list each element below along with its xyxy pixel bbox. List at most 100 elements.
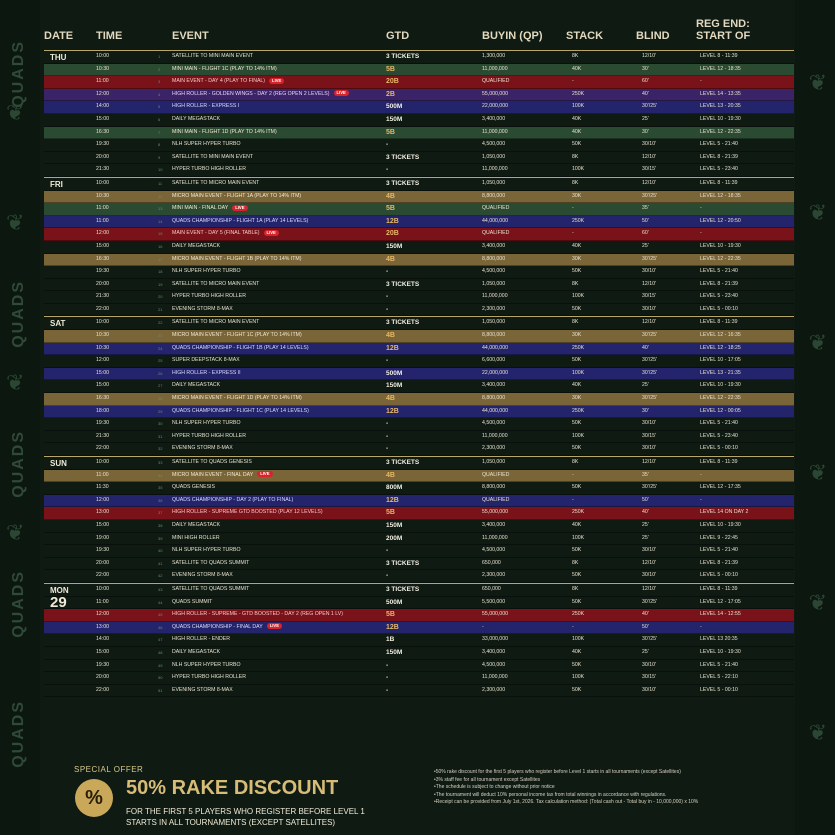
event-reg-end-text: LEVEL 13 - 20:35 [700, 103, 741, 110]
event-name: QUADS SUMMIT [172, 597, 382, 609]
schedule-row: 14:00 5 HIGH ROLLER - EXPRESS I 500M 22,000,… [44, 101, 794, 114]
event-time-text: 18:00 [96, 407, 109, 414]
event-buyin: 8,800,000 [482, 330, 562, 342]
event-guarantee: 500M [386, 368, 476, 380]
event-guarantee: - [386, 418, 476, 430]
event-reg-end: LEVEL 10 - 19:30 [700, 114, 794, 126]
event-name: HIGH ROLLER - ENDER [172, 634, 382, 646]
event-number: 2 [158, 64, 172, 76]
event-guarantee-text: - [386, 445, 389, 453]
event-guarantee-text: 20B [386, 230, 399, 238]
event-blind-text: 30'/25' [642, 255, 657, 262]
event-reg-end-text: LEVEL 5 - 00:10 [700, 445, 738, 452]
day-name: THU [50, 53, 67, 62]
event-name-text: SATELLITE TO QUADS SUMMIT [172, 585, 250, 592]
note-line: •Receipt can be provided from July 1st, … [434, 799, 699, 806]
event-name: QUADS CHAMPIONSHIP - FLIGHT 1B (PLAY 14 … [172, 343, 382, 355]
event-number: 24 [158, 343, 172, 355]
event-guarantee-text: 20B [386, 78, 399, 86]
event-buyin: 44,000,000 [482, 216, 562, 228]
event-guarantee: 3 TICKETS [386, 457, 476, 469]
event-reg-end-text: LEVEL 8 - 11:39 [700, 585, 738, 592]
event-buyin: 22,000,000 [482, 368, 562, 380]
event-name: DAILY MEGASTACK [172, 647, 382, 659]
event-buyin: 55,000,000 [482, 507, 562, 519]
event-name-text: NLH SUPER HYPER TURBO [172, 268, 241, 275]
event-guarantee: 3 TICKETS [386, 317, 476, 329]
event-guarantee-text: 12B [386, 623, 399, 631]
event-buyin: QUALIFIED [482, 470, 562, 482]
event-buyin-text: 1,050,000 [482, 179, 506, 186]
event-stack-text: 100K [572, 636, 585, 643]
event-guarantee: 4B [386, 191, 476, 203]
event-blind-text: 50' [642, 217, 649, 224]
event-blind-text: 30'/25' [642, 103, 657, 110]
schedule-row: 20:00 19 SATELLITE TO MICRO MAIN EVENT 3 TI… [44, 279, 794, 292]
event-time-text: 10:30 [96, 332, 109, 339]
event-reg-end-text: LEVEL 8 - 21:39 [700, 559, 738, 566]
schedule-row: 21:30 31 HYPER TURBO HIGH ROLLER - 11,000,00… [44, 431, 794, 444]
schedule-row: 16:30 28 MICRO MAIN EVENT - FLIGHT 1D (PLA… [44, 393, 794, 406]
event-buyin-text: 2,300,000 [482, 572, 506, 579]
event-buyin-text: 11,000,000 [482, 674, 508, 681]
event-blind-text: 30/10' [642, 661, 656, 668]
event-reg-end-text: LEVEL 8 - 21:39 [700, 153, 738, 160]
event-buyin-text: 3,400,000 [482, 648, 506, 655]
event-stack-text: 50K [572, 572, 582, 579]
event-reg-end-text: LEVEL 5 - 21:40 [700, 141, 738, 148]
event-name-text: SATELLITE TO MICRO MAIN EVENT [172, 179, 260, 186]
event-stack-text: 8K [572, 153, 579, 160]
event-number: 47 [158, 634, 172, 646]
event-stack-text: 8K [572, 280, 579, 287]
event-number-text: 47 [158, 637, 163, 643]
event-guarantee-text: - [386, 661, 389, 669]
event-buyin: 3,400,000 [482, 520, 562, 532]
event-blind-text: 35' [642, 471, 649, 478]
event-buyin-text: 3,400,000 [482, 521, 506, 528]
event-guarantee: - [386, 570, 476, 582]
event-stack: 30K [572, 330, 632, 342]
event-guarantee: 4B [386, 470, 476, 482]
schedule-row: 14:00 47 HIGH ROLLER - ENDER 1B 33,000,000 10… [44, 634, 794, 647]
event-reg-end-text: LEVEL 5 - 23:40 [700, 432, 738, 439]
event-blind-text: 25' [642, 534, 649, 541]
event-stack: - [572, 470, 632, 482]
event-number: 16 [158, 241, 172, 253]
event-reg-end-text: - [700, 496, 702, 503]
event-blind: 25' [642, 241, 692, 253]
event-reg-end-text: LEVEL 12 - 18:35 [700, 192, 741, 199]
event-buyin: 8,800,000 [482, 191, 562, 203]
event-guarantee: - [386, 431, 476, 443]
event-stack: - [572, 203, 632, 215]
event-name: DAILY MEGASTACK [172, 380, 382, 392]
event-time-text: 11:00 [96, 217, 109, 224]
event-guarantee: 20B [386, 228, 476, 240]
event-reg-end: LEVEL 10 - 19:30 [700, 380, 794, 392]
event-reg-end: - [700, 203, 794, 215]
event-stack-text: 50K [572, 141, 582, 148]
brand-watermark: QUADS [10, 700, 27, 768]
schedule-row: 12:00 36 QUADS CHAMPIONSHIP - DAY 2 (PLAY … [44, 494, 794, 508]
schedule-row: 10:00 22 SATELLITE TO MICRO MAIN EVENT 3 TI… [44, 317, 794, 331]
event-name-text: HYPER TURBO HIGH ROLLER [172, 166, 246, 173]
event-number: 32 [158, 443, 172, 455]
event-number-text: 35 [158, 485, 163, 491]
table-header: DATE TIME EVENT GTD BUYIN (QP) STACK BLI… [44, 18, 794, 50]
event-reg-end: LEVEL 8 - 11:39 [700, 178, 794, 190]
event-guarantee-text: - [386, 420, 389, 428]
event-blind: 30'/25' [642, 393, 692, 405]
event-time-text: 10:30 [96, 65, 109, 72]
event-guarantee: 1B [386, 634, 476, 646]
event-name: MICRO MAIN EVENT - FINAL DAY LIVE [172, 470, 382, 482]
event-reg-end-text: LEVEL 12 - 18:35 [700, 65, 741, 72]
event-buyin-text: 8,800,000 [482, 332, 506, 339]
event-name: QUADS CHAMPIONSHIP - DAY 2 (PLAY TO FINA… [172, 495, 382, 507]
event-number-text: 7 [158, 129, 161, 135]
event-time: 15:00 [96, 380, 142, 392]
event-reg-end-text: LEVEL 12 - 00:05 [700, 407, 741, 414]
event-name-text: SUPER DEEPSTACK 8-MAX [172, 357, 240, 364]
event-name-text: MINI HIGH ROLLER [172, 534, 220, 541]
right-decor-strip [795, 0, 835, 835]
